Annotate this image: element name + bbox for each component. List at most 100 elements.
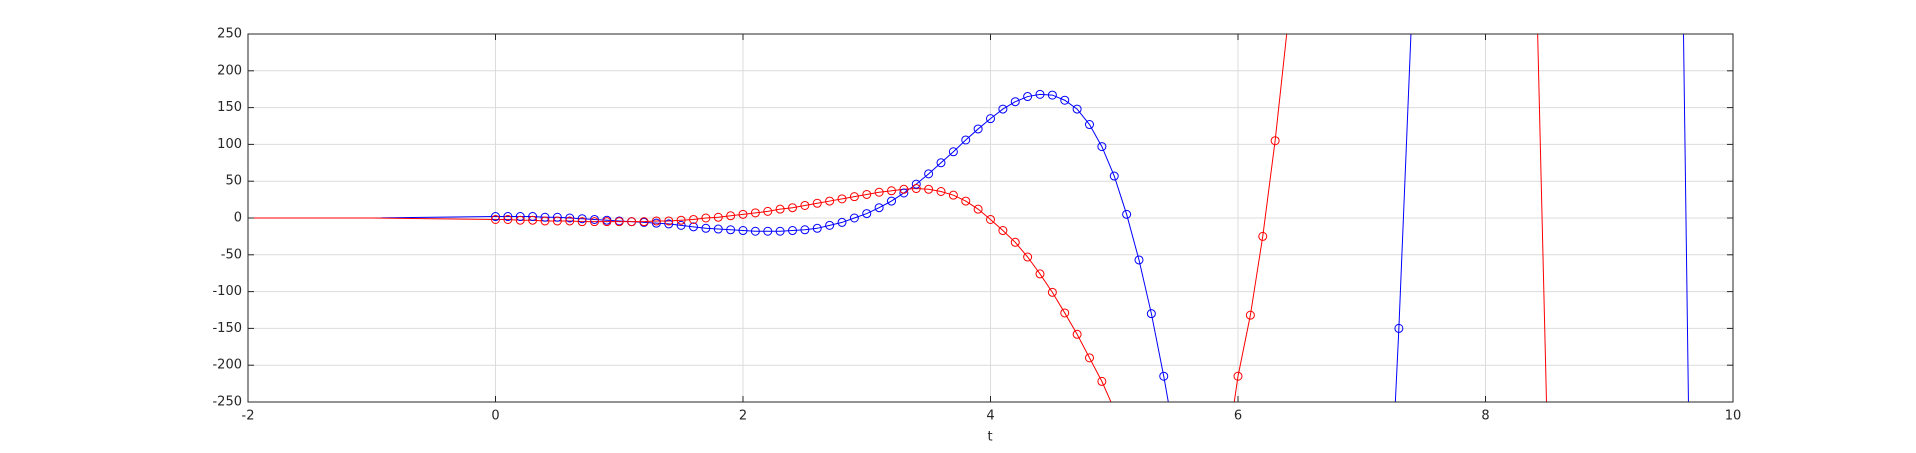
data-marker xyxy=(936,187,946,197)
data-marker xyxy=(1060,95,1070,105)
data-marker xyxy=(726,211,736,221)
data-marker xyxy=(689,214,698,224)
data-marker xyxy=(701,213,711,223)
data-marker xyxy=(849,213,859,223)
plot-content xyxy=(248,34,1689,402)
data-marker xyxy=(763,206,773,216)
data-marker xyxy=(1060,308,1070,318)
data-marker xyxy=(565,213,575,223)
data-marker xyxy=(924,169,934,179)
data-marker xyxy=(552,216,562,226)
y-tick-label: 200 xyxy=(217,63,242,78)
data-marker xyxy=(812,223,822,233)
data-marker xyxy=(1122,209,1132,219)
y-tick-label: 50 xyxy=(225,174,242,189)
data-marker xyxy=(491,212,500,222)
data-marker xyxy=(577,217,587,227)
data-marker xyxy=(1394,323,1404,333)
data-marker xyxy=(1134,255,1144,265)
data-marker xyxy=(713,212,723,222)
data-marker xyxy=(590,217,599,227)
y-tick-label: 150 xyxy=(217,100,242,115)
data-marker xyxy=(862,189,872,199)
x-tick-label: 2 xyxy=(739,409,747,424)
x-tick-label: 6 xyxy=(1234,409,1242,424)
data-marker xyxy=(1109,171,1119,181)
data-marker xyxy=(726,225,736,235)
data-marker xyxy=(1010,97,1020,107)
data-marker xyxy=(1097,142,1107,152)
data-marker xyxy=(689,222,698,232)
data-marker xyxy=(1023,92,1033,102)
data-marker xyxy=(713,224,723,234)
data-marker xyxy=(936,158,946,168)
data-marker xyxy=(651,216,661,226)
data-marker xyxy=(664,219,674,229)
data-marker xyxy=(565,216,575,226)
data-marker xyxy=(874,187,884,197)
data-marker xyxy=(788,203,797,213)
data-marker xyxy=(825,196,835,206)
data-marker xyxy=(763,226,773,236)
data-marker xyxy=(837,194,847,204)
data-marker xyxy=(862,209,872,219)
data-marker xyxy=(627,217,637,227)
data-marker xyxy=(676,215,686,225)
data-marker xyxy=(1233,371,1243,381)
data-marker xyxy=(998,104,1008,114)
data-marker xyxy=(1159,371,1169,381)
data-marker xyxy=(1023,252,1033,262)
data-marker xyxy=(1047,287,1057,297)
data-marker xyxy=(552,212,562,222)
data-marker xyxy=(825,220,835,230)
data-marker xyxy=(602,217,612,227)
data-marker xyxy=(973,204,983,214)
data-marker xyxy=(948,147,958,157)
data-marker xyxy=(998,226,1008,236)
y-tick-label: 100 xyxy=(217,137,242,152)
data-marker xyxy=(812,198,822,208)
data-marker xyxy=(1146,309,1156,319)
data-marker xyxy=(887,186,896,196)
data-marker xyxy=(1035,269,1045,279)
data-marker xyxy=(973,124,983,134)
data-marker xyxy=(1085,353,1094,363)
y-tick-label: -50 xyxy=(221,247,242,262)
y-tick-label: -200 xyxy=(212,358,242,373)
data-marker xyxy=(837,217,847,227)
x-tick-label: -2 xyxy=(242,409,255,424)
data-marker xyxy=(503,214,513,224)
x-tick-label: 8 xyxy=(1481,409,1489,424)
data-marker xyxy=(590,214,599,224)
x-tick-label: 4 xyxy=(986,409,994,424)
data-marker xyxy=(911,179,921,189)
x-tick-label: 10 xyxy=(1725,409,1742,424)
x-axis-label: t xyxy=(987,430,992,445)
data-marker xyxy=(701,223,711,233)
data-marker xyxy=(503,212,513,222)
data-marker xyxy=(750,226,760,236)
data-marker xyxy=(1072,104,1082,114)
data-marker xyxy=(775,226,785,236)
data-marker xyxy=(1258,231,1268,241)
data-marker xyxy=(986,114,995,124)
data-marker xyxy=(491,214,500,224)
data-marker xyxy=(924,184,934,194)
data-marker xyxy=(849,192,859,202)
data-marker xyxy=(948,190,958,200)
data-marker xyxy=(664,216,674,226)
data-marker xyxy=(986,214,995,224)
data-marker xyxy=(800,200,810,210)
data-marker xyxy=(961,135,971,145)
data-marker xyxy=(1097,376,1107,386)
data-marker xyxy=(1047,90,1057,100)
data-marker xyxy=(515,212,525,222)
data-marker xyxy=(1010,237,1020,247)
y-tick-label: 250 xyxy=(217,27,242,42)
data-marker xyxy=(738,226,748,236)
data-marker xyxy=(887,196,896,206)
data-marker xyxy=(577,214,587,224)
data-marker xyxy=(788,226,797,236)
